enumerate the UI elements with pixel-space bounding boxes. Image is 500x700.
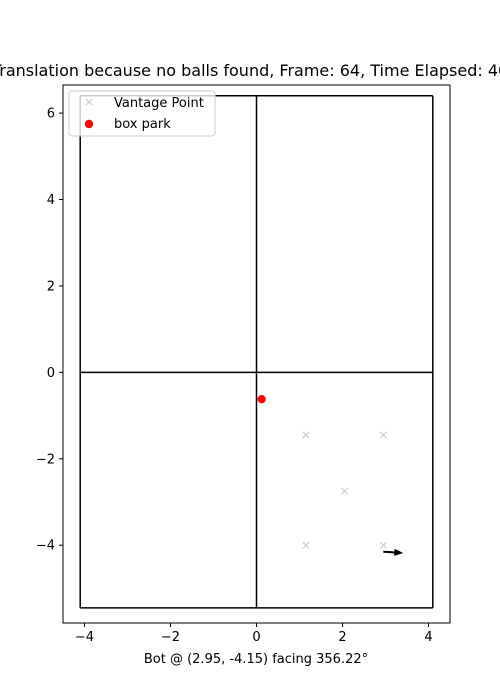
y-tick-label: −2 [36, 452, 55, 467]
box-park-series [257, 394, 266, 404]
box-park-marker [257, 394, 266, 404]
vantage-point-marker [379, 431, 387, 439]
x-tick-label: 2 [338, 630, 346, 645]
y-tick-label: 4 [47, 193, 55, 208]
vantage-point-marker [302, 541, 310, 549]
x-tick-label: −2 [161, 630, 180, 645]
legend-entry-box-park: box park [84, 117, 171, 132]
legend-label-vantage-point: Vantage Point [114, 96, 204, 111]
chart-title: Translation because no balls found, Fram… [0, 61, 500, 80]
x-tick-label: −4 [75, 630, 94, 645]
legend-marker-box-park [84, 119, 94, 129]
vantage-point-marker [341, 487, 349, 495]
legend-marker-vantage-point [85, 98, 93, 106]
x-tick-label: 0 [252, 630, 260, 645]
vantage-point-series [302, 431, 387, 549]
vantage-point-marker [302, 431, 310, 439]
legend-box [68, 90, 216, 137]
legend-entry-vantage-point: Vantage Point [85, 96, 204, 111]
bot-arrow [383, 548, 404, 556]
y-tick-label: 2 [47, 279, 55, 294]
legend-marker-x [85, 98, 93, 106]
field-lines [79, 95, 434, 609]
x-axis-ticks: −4 −2 0 2 4 [75, 623, 433, 645]
x-tick-label: 4 [424, 630, 432, 645]
y-axis-ticks: −4 −2 0 2 4 6 [36, 107, 63, 554]
y-tick-label: 6 [47, 107, 55, 122]
legend: Vantage Point box park [68, 90, 216, 137]
bot-arrow-shape [383, 548, 404, 556]
vantage-point-marker [379, 541, 387, 549]
y-tick-label: 0 [47, 366, 55, 381]
y-tick-label: −4 [36, 539, 55, 554]
x-axis-label: Bot @ (2.95, -4.15) facing 356.22° [144, 652, 368, 667]
legend-label-box-park: box park [114, 117, 171, 132]
legend-marker-dot [84, 119, 94, 129]
